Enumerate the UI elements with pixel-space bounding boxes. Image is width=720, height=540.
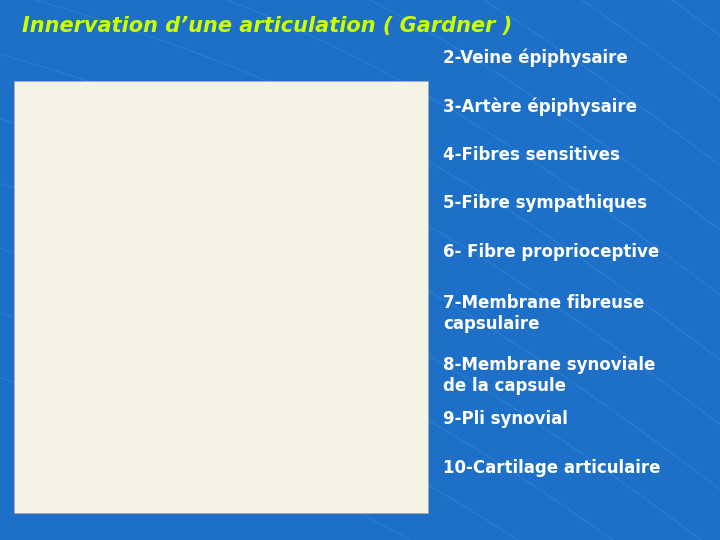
Text: Innervation d’une articulation ( Gardner ): Innervation d’une articulation ( Gardner… <box>22 16 512 36</box>
Text: 5-Fibre sympathiques: 5-Fibre sympathiques <box>443 194 647 212</box>
Text: 3-Artère épiphysaire: 3-Artère épiphysaire <box>443 97 636 116</box>
Text: 7-Membrane fibreuse
capsulaire: 7-Membrane fibreuse capsulaire <box>443 294 644 333</box>
Text: 4-Fibres sensitives: 4-Fibres sensitives <box>443 146 620 164</box>
Text: 10-Cartilage articulaire: 10-Cartilage articulaire <box>443 459 660 477</box>
Text: 9-Pli synovial: 9-Pli synovial <box>443 410 567 428</box>
FancyBboxPatch shape <box>14 81 428 513</box>
Text: 8-Membrane synoviale
de la capsule: 8-Membrane synoviale de la capsule <box>443 356 655 395</box>
Text: 2-Veine épiphysaire: 2-Veine épiphysaire <box>443 49 628 67</box>
Text: 6- Fibre proprioceptive: 6- Fibre proprioceptive <box>443 243 659 261</box>
